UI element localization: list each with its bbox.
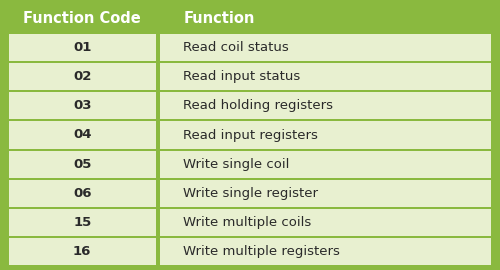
Text: 01: 01 bbox=[73, 41, 92, 54]
Text: Write single register: Write single register bbox=[184, 187, 318, 200]
Bar bbox=[9, 34, 156, 61]
Text: Write multiple coils: Write multiple coils bbox=[184, 216, 312, 229]
Text: 16: 16 bbox=[73, 245, 92, 258]
Text: 03: 03 bbox=[73, 99, 92, 112]
Text: Write single coil: Write single coil bbox=[184, 158, 290, 171]
Text: Read holding registers: Read holding registers bbox=[184, 99, 334, 112]
Bar bbox=[160, 209, 491, 236]
Bar bbox=[160, 122, 491, 148]
Text: Read input status: Read input status bbox=[184, 70, 300, 83]
Bar bbox=[160, 5, 491, 32]
Text: Write multiple registers: Write multiple registers bbox=[184, 245, 340, 258]
Bar bbox=[9, 180, 156, 207]
Bar bbox=[160, 238, 491, 265]
Text: 06: 06 bbox=[73, 187, 92, 200]
Text: Read input registers: Read input registers bbox=[184, 129, 318, 141]
Bar bbox=[9, 122, 156, 148]
Bar bbox=[9, 209, 156, 236]
Text: 04: 04 bbox=[73, 129, 92, 141]
Bar bbox=[9, 5, 156, 32]
Bar bbox=[9, 92, 156, 119]
Bar bbox=[160, 34, 491, 61]
Text: 15: 15 bbox=[73, 216, 92, 229]
Bar bbox=[160, 63, 491, 90]
Text: 02: 02 bbox=[73, 70, 92, 83]
Bar bbox=[160, 151, 491, 178]
Text: Function Code: Function Code bbox=[24, 11, 141, 26]
Bar bbox=[160, 180, 491, 207]
Bar bbox=[9, 63, 156, 90]
Text: Read coil status: Read coil status bbox=[184, 41, 289, 54]
Bar bbox=[9, 151, 156, 178]
Text: Function: Function bbox=[184, 11, 255, 26]
Bar bbox=[9, 238, 156, 265]
Text: 05: 05 bbox=[73, 158, 92, 171]
Bar bbox=[160, 92, 491, 119]
